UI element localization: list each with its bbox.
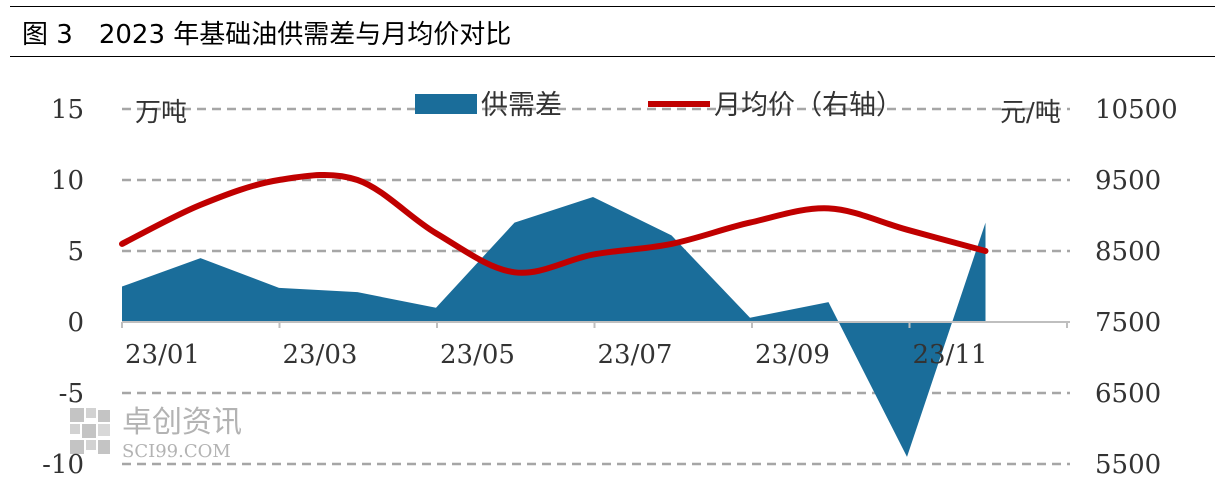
watermark-name: 卓创资讯 xyxy=(122,405,242,440)
legend-label-price: 月均价（右轴） xyxy=(714,90,903,121)
left-axis-unit: 万吨 xyxy=(135,98,187,128)
right-axis-tick-label: 7500 xyxy=(1095,308,1161,338)
supply-demand-area xyxy=(122,197,986,457)
legend-label-supply-demand: 供需差 xyxy=(481,90,562,121)
price-line-series xyxy=(119,171,989,276)
x-axis-tick-label: 23/09 xyxy=(755,340,830,370)
legend-swatch-area xyxy=(415,94,477,114)
left-axis-tick-label: 5 xyxy=(67,237,84,267)
title-top-rule xyxy=(10,6,1215,7)
figure-title: 图 3 2023 年基础油供需差与月均价对比 xyxy=(22,14,511,51)
figure-number: 图 3 xyxy=(22,20,73,50)
x-axis-tick-label: 23/11 xyxy=(913,340,988,370)
right-axis-tick-label: 9500 xyxy=(1095,166,1161,196)
right-axis-tick-label: 8500 xyxy=(1095,237,1161,267)
left-axis-tick-label: -5 xyxy=(59,379,84,409)
right-axis-tick-label: 5500 xyxy=(1095,450,1161,480)
right-axis-tick-label: 10500 xyxy=(1095,95,1178,125)
watermark-logo-icon xyxy=(70,408,110,454)
x-axis-tick-label: 23/07 xyxy=(598,340,673,370)
left-axis-tick-label: 0 xyxy=(67,308,84,338)
watermark-site: SCI99.COM xyxy=(122,441,231,462)
x-axis-tick-label: 23/03 xyxy=(283,340,358,370)
legend: 供需差 月均价（右轴） xyxy=(415,90,903,121)
x-axis-tick-label: 23/01 xyxy=(125,340,200,370)
title-bottom-rule xyxy=(10,56,1215,57)
left-axis-ticks: 15 10 5 0 -5 -10 xyxy=(42,95,84,480)
x-axis-tick-labels: 23/01 23/03 23/05 23/07 23/09 23/11 xyxy=(125,340,987,370)
watermark: 卓创资讯 SCI99.COM xyxy=(70,405,242,462)
x-axis-tick-label: 23/05 xyxy=(440,340,515,370)
x-axis xyxy=(121,321,1070,328)
left-axis-tick-label: -10 xyxy=(42,450,84,480)
right-axis-unit: 元/吨 xyxy=(1000,98,1061,128)
right-axis-tick-label: 6500 xyxy=(1095,379,1161,409)
figure-title-text: 2023 年基础油供需差与月均价对比 xyxy=(98,20,512,50)
left-axis-tick-label: 15 xyxy=(51,95,84,125)
left-axis-tick-label: 10 xyxy=(51,166,84,196)
right-axis-ticks: 10500 9500 8500 7500 6500 5500 xyxy=(1095,95,1178,480)
price-line xyxy=(119,171,989,276)
supply-demand-area-series xyxy=(122,197,986,457)
